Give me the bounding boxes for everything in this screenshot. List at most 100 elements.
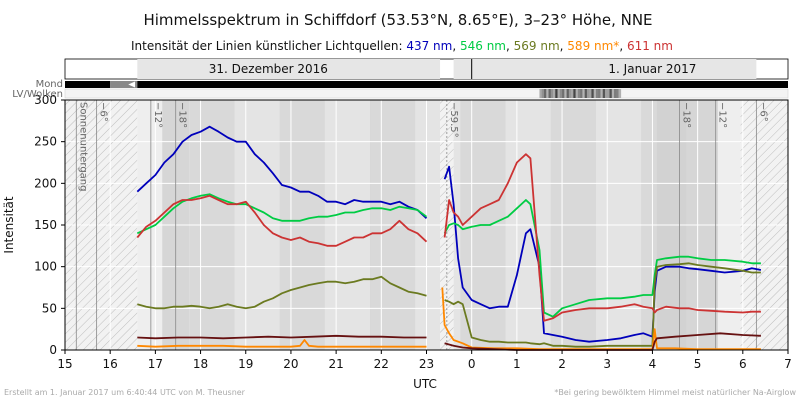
date-strip-bg-1 <box>137 59 441 79</box>
series-lines <box>136 125 762 351</box>
cloud-cell <box>568 89 572 98</box>
legend-entry: 569 nm <box>514 39 560 53</box>
cloud-cell <box>546 89 549 98</box>
x-tick-label: 5 <box>694 357 702 371</box>
y-tick-label: 250 <box>34 135 57 149</box>
cloud-cell <box>553 89 556 98</box>
cloud-cell <box>600 89 604 98</box>
series-line-611nm <box>136 153 761 322</box>
x-tick-label: 22 <box>374 357 389 371</box>
elevation-label: −18° <box>177 102 188 128</box>
moon-cloud-bars: 31. Dezember 2016 1. Januar 2017 MondLV/Wo… <box>12 58 789 100</box>
cloud-cell <box>616 89 619 98</box>
cloud-cell <box>550 89 554 98</box>
legend-entry: 611 nm <box>627 39 673 53</box>
x-tick-label: 1 <box>513 357 521 371</box>
cloud-cell <box>571 89 574 98</box>
moon-bar-1 <box>65 81 111 88</box>
cloud-cell <box>580 89 583 98</box>
elevation-label: −6° <box>757 102 768 122</box>
cloud-cell <box>611 89 615 98</box>
cloud-cell <box>609 89 613 98</box>
legend-entry: 546 nm <box>460 39 506 53</box>
date-label-2: 1. Januar 2017 <box>608 62 696 76</box>
x-tick-label: 19 <box>238 357 253 371</box>
x-tick-label: 15 <box>57 357 72 371</box>
cloud-cell <box>577 89 581 98</box>
chart-subtitle: Intensität der Linien künstlicher Lichtq… <box>131 39 673 53</box>
elevation-label: −6° <box>98 102 109 122</box>
cloud-cell <box>593 89 597 98</box>
moon-bar-3 <box>137 81 789 88</box>
x-tick-label: 18 <box>193 357 208 371</box>
y-tick-label: 50 <box>42 301 57 315</box>
y-tick-label: 300 <box>34 93 57 107</box>
subtitle-prefix: Intensität der Linien künstlicher Lichtq… <box>131 39 406 53</box>
legend-sep: , <box>619 39 627 53</box>
cloud-cell <box>607 89 610 98</box>
cloud-cell <box>614 89 617 98</box>
x-tick-label: 4 <box>649 357 657 371</box>
elevation-label: −12° <box>152 102 163 128</box>
elevation-label: Sonnenuntergang <box>77 102 88 191</box>
cloud-cell <box>589 89 592 98</box>
elevation-label: −59.5° <box>448 102 459 138</box>
cloud-cell <box>575 89 579 98</box>
footer-left: Erstellt am 1. Januar 2017 um 6:40:44 UT… <box>4 388 246 397</box>
legend-entry: 437 nm <box>406 39 452 53</box>
x-tick-label: 3 <box>603 357 611 371</box>
moon-bar-2 <box>110 81 138 88</box>
legend-sep: , <box>452 39 460 53</box>
cloud-cell <box>602 89 606 98</box>
x-axis-label: UTC <box>413 377 437 391</box>
cloud-cell <box>586 89 590 98</box>
cloud-cell <box>604 89 608 98</box>
cloud-cell <box>557 89 561 98</box>
x-tick-label: 6 <box>739 357 747 371</box>
series-line-437nm <box>136 125 762 343</box>
cloud-cell <box>598 89 601 98</box>
x-tick-label: 21 <box>328 357 343 371</box>
cloud-cell <box>595 89 599 98</box>
cloud-cell <box>559 89 563 98</box>
x-tick-label: 7 <box>784 357 792 371</box>
cloud-cell <box>564 89 567 98</box>
x-tick-label: 17 <box>148 357 163 371</box>
elevation-label: −18° <box>681 102 692 128</box>
elevation-label: −12° <box>717 102 728 128</box>
date-label-1: 31. Dezember 2016 <box>209 62 328 76</box>
cloud-cell <box>543 89 547 98</box>
x-tick-label: 16 <box>103 357 118 371</box>
cloud-cell <box>562 89 565 98</box>
cloud-bar <box>64 88 789 99</box>
x-tick-label: 20 <box>283 357 298 371</box>
cloud-cell <box>539 89 543 98</box>
y-tick-label: 200 <box>34 176 57 190</box>
cloud-cell <box>555 89 558 98</box>
legend-sep: , <box>506 39 514 53</box>
cloud-cell <box>584 89 588 98</box>
date-strip-bg-2 <box>453 59 757 79</box>
cloud-label: LV/Wolken <box>12 89 63 100</box>
cloud-cell <box>573 89 576 98</box>
y-axis-label: Intensität <box>2 196 16 253</box>
series-line-569nm <box>137 262 761 348</box>
y-tick-label: 100 <box>34 260 57 274</box>
cloud-cell <box>582 89 585 98</box>
legend-sep: , <box>560 39 568 53</box>
cloud-cell <box>566 89 570 98</box>
cloud-cell <box>618 89 622 98</box>
legend-entry: 589 nm* <box>567 39 619 53</box>
y-tick-label: 0 <box>49 343 57 357</box>
x-tick-label: 0 <box>468 357 476 371</box>
chart-title: Himmelsspektrum in Schiffdorf (53.53°N, … <box>143 11 652 29</box>
cloud-cell <box>548 89 552 98</box>
y-tick-label: 150 <box>34 218 57 232</box>
cloud-cell <box>541 89 545 98</box>
cloud-cell <box>591 89 594 98</box>
moonset-marker <box>128 81 136 88</box>
x-tick-label: 2 <box>558 357 566 371</box>
moon-label: Mond <box>36 79 63 90</box>
